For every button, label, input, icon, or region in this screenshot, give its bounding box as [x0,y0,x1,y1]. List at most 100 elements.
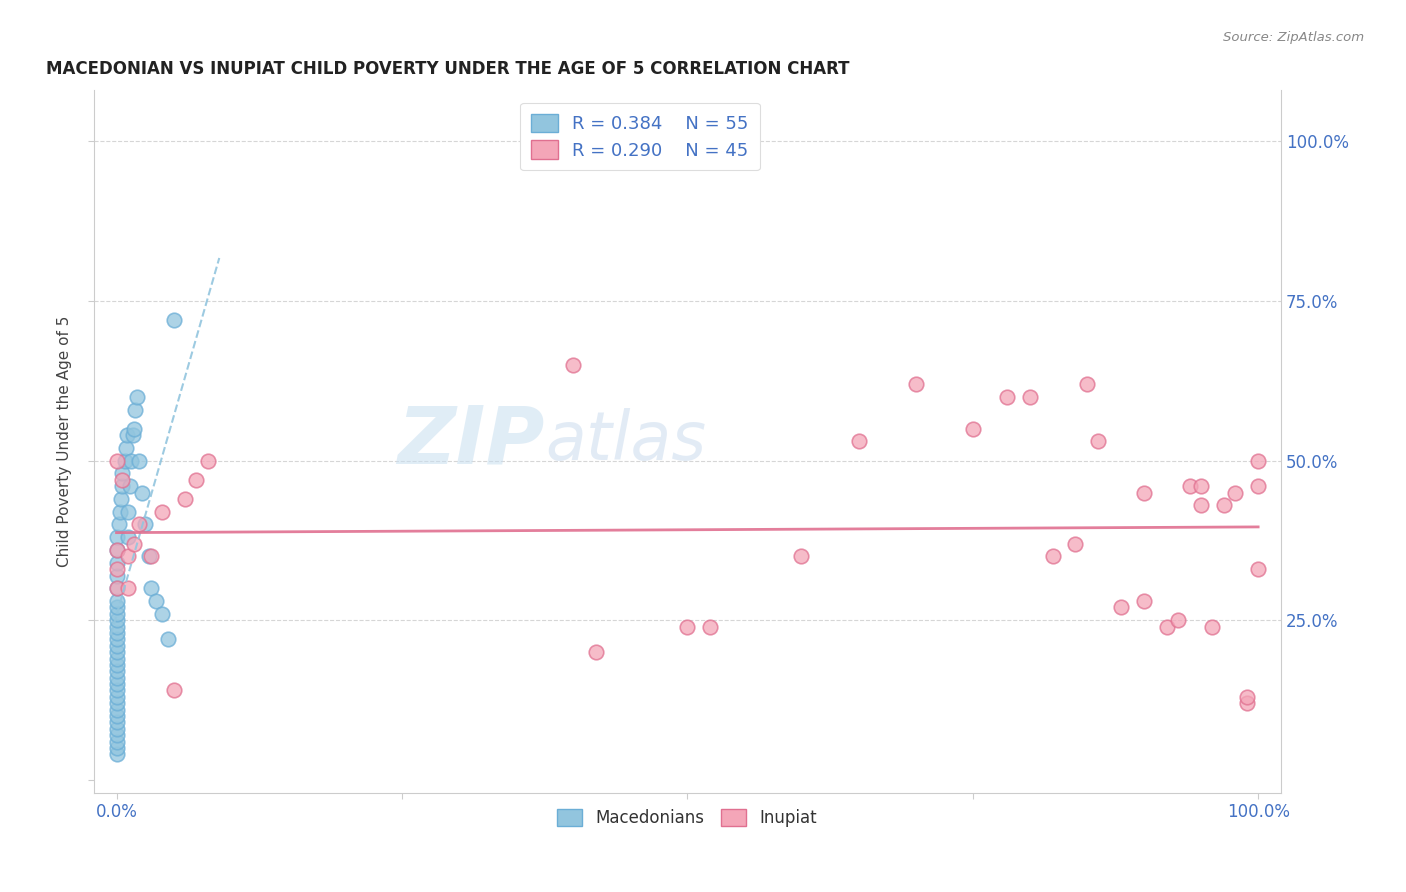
Point [105,728,128,742]
Point [114,453,136,467]
Text: atlas: atlas [546,409,706,475]
Point [110,491,132,506]
Point [105,696,128,710]
Point [150,607,173,621]
Legend: Macedonians, Inupiat: Macedonians, Inupiat [551,802,824,833]
Point [1247,453,1270,467]
Point [1133,485,1156,500]
Point [105,562,128,576]
Text: ZIP: ZIP [398,402,546,481]
Point [186,473,208,487]
Point [105,657,128,672]
Point [1109,600,1132,615]
Point [139,549,162,564]
Point [1133,594,1156,608]
Point [1167,613,1189,627]
Point [105,543,128,558]
Point [1247,479,1270,493]
Point [197,453,219,467]
Point [117,505,139,519]
Point [105,690,128,704]
Point [128,517,150,532]
Point [105,715,128,730]
Point [120,479,142,493]
Point [562,358,585,372]
Point [105,594,128,608]
Point [139,582,162,596]
Point [121,428,143,442]
Point [111,473,134,487]
Point [105,453,128,467]
Point [699,620,721,634]
Point [150,505,173,519]
Point [111,467,134,481]
Point [790,549,813,564]
Point [1156,620,1178,634]
Point [105,582,128,596]
Point [115,428,138,442]
Text: MACEDONIAN VS INUPIAT CHILD POVERTY UNDER THE AGE OF 5 CORRELATION CHART: MACEDONIAN VS INUPIAT CHILD POVERTY UNDE… [46,60,849,78]
Point [105,645,128,659]
Y-axis label: Child Poverty Under the Age of 5: Child Poverty Under the Age of 5 [58,316,72,567]
Point [105,651,128,665]
Point [1178,479,1201,493]
Point [848,434,870,449]
Point [1042,549,1064,564]
Point [105,734,128,748]
Point [962,422,984,436]
Point [105,747,128,762]
Point [1236,696,1258,710]
Point [105,683,128,698]
Point [120,453,142,467]
Point [117,530,139,544]
Point [117,549,139,564]
Point [1076,376,1098,391]
Point [105,543,128,558]
Point [105,626,128,640]
Point [128,453,150,467]
Point [122,536,145,550]
Point [105,607,128,621]
Point [1201,620,1223,634]
Point [904,376,927,391]
Point [105,703,128,717]
Point [1018,390,1040,404]
Point [162,313,184,327]
Point [1087,434,1109,449]
Point [1236,690,1258,704]
Point [114,441,136,455]
Point [105,632,128,647]
Point [105,620,128,634]
Point [117,582,139,596]
Point [105,530,128,544]
Point [134,517,156,532]
Point [676,620,699,634]
Point [105,582,128,596]
Point [105,709,128,723]
Point [156,632,179,647]
Point [127,390,149,404]
Point [585,645,607,659]
Point [105,600,128,615]
Point [105,741,128,756]
Point [105,677,128,691]
Point [122,422,145,436]
Point [131,485,153,500]
Point [105,568,128,582]
Point [105,613,128,627]
Point [111,479,134,493]
Point [174,491,197,506]
Text: Source: ZipAtlas.com: Source: ZipAtlas.com [1223,31,1364,45]
Point [105,665,128,679]
Point [138,549,160,564]
Point [995,390,1018,404]
Point [105,556,128,570]
Point [108,517,131,532]
Point [105,671,128,685]
Point [105,722,128,736]
Point [1212,498,1234,512]
Point [1189,479,1212,493]
Point [145,594,167,608]
Point [1247,562,1270,576]
Point [1225,485,1247,500]
